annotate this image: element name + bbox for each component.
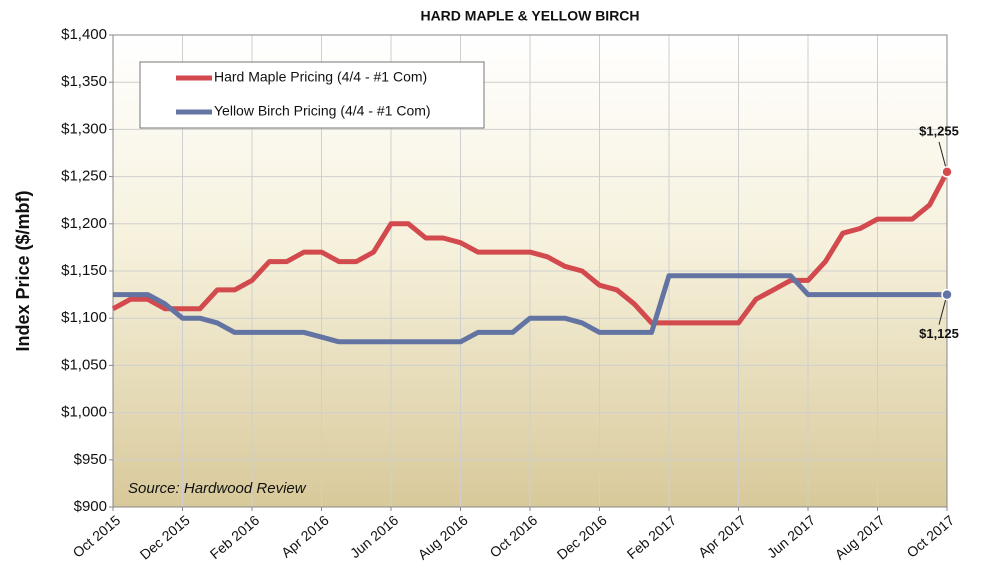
chart-title: HARD MAPLE & YELLOW BIRCH (420, 8, 639, 24)
x-tick-label: Jun 2017 (764, 512, 819, 561)
value-label: $1,255 (919, 123, 959, 138)
y-tick-label: $950 (74, 451, 107, 468)
y-tick-label: $1,050 (61, 356, 107, 373)
line-series (113, 273, 947, 345)
end-point (941, 288, 953, 301)
x-tick-label: Apr 2017 (695, 512, 749, 561)
x-tick-label: Oct 2016 (486, 512, 540, 561)
x-tick-label: Feb 2017 (624, 512, 680, 562)
value-label: $1,125 (919, 326, 959, 341)
y-tick-label: $1,300 (61, 120, 107, 137)
y-tick-label: $1,350 (61, 73, 107, 90)
x-tick-label: Aug 2017 (832, 512, 888, 563)
legend (139, 61, 485, 129)
y-tick-label: $1,200 (61, 215, 107, 232)
y-tick-label: $900 (74, 498, 107, 515)
x-tick-label: Aug 2016 (415, 512, 471, 563)
y-tick-label: $1,000 (61, 404, 107, 421)
y-tick-label: $1,150 (61, 262, 107, 279)
legend-label: Hard Maple Pricing (4/4 - #1 Com) (214, 69, 427, 85)
x-tick-label: Jun 2016 (347, 512, 402, 561)
x-tick-label: Dec 2016 (554, 512, 610, 563)
y-tick-label: $1,400 (61, 26, 107, 43)
legend-label: Yellow Birch Pricing (4/4 - #1 Com) (214, 103, 431, 119)
y-tick-label: $1,250 (61, 168, 107, 185)
x-tick-label: Oct 2015 (69, 512, 123, 561)
y-tick-label: $1,100 (61, 309, 107, 326)
source-note: Source: Hardwood Review (128, 480, 307, 497)
x-tick-label: Apr 2016 (278, 512, 332, 561)
x-tick-label: Oct 2017 (903, 512, 957, 561)
line-series (111, 170, 950, 326)
end-point (941, 166, 953, 178)
x-tick-label: Feb 2016 (207, 512, 263, 562)
y-axis-label: Index Price ($/mbf) (13, 190, 33, 351)
x-tick-label: Dec 2015 (137, 512, 193, 563)
